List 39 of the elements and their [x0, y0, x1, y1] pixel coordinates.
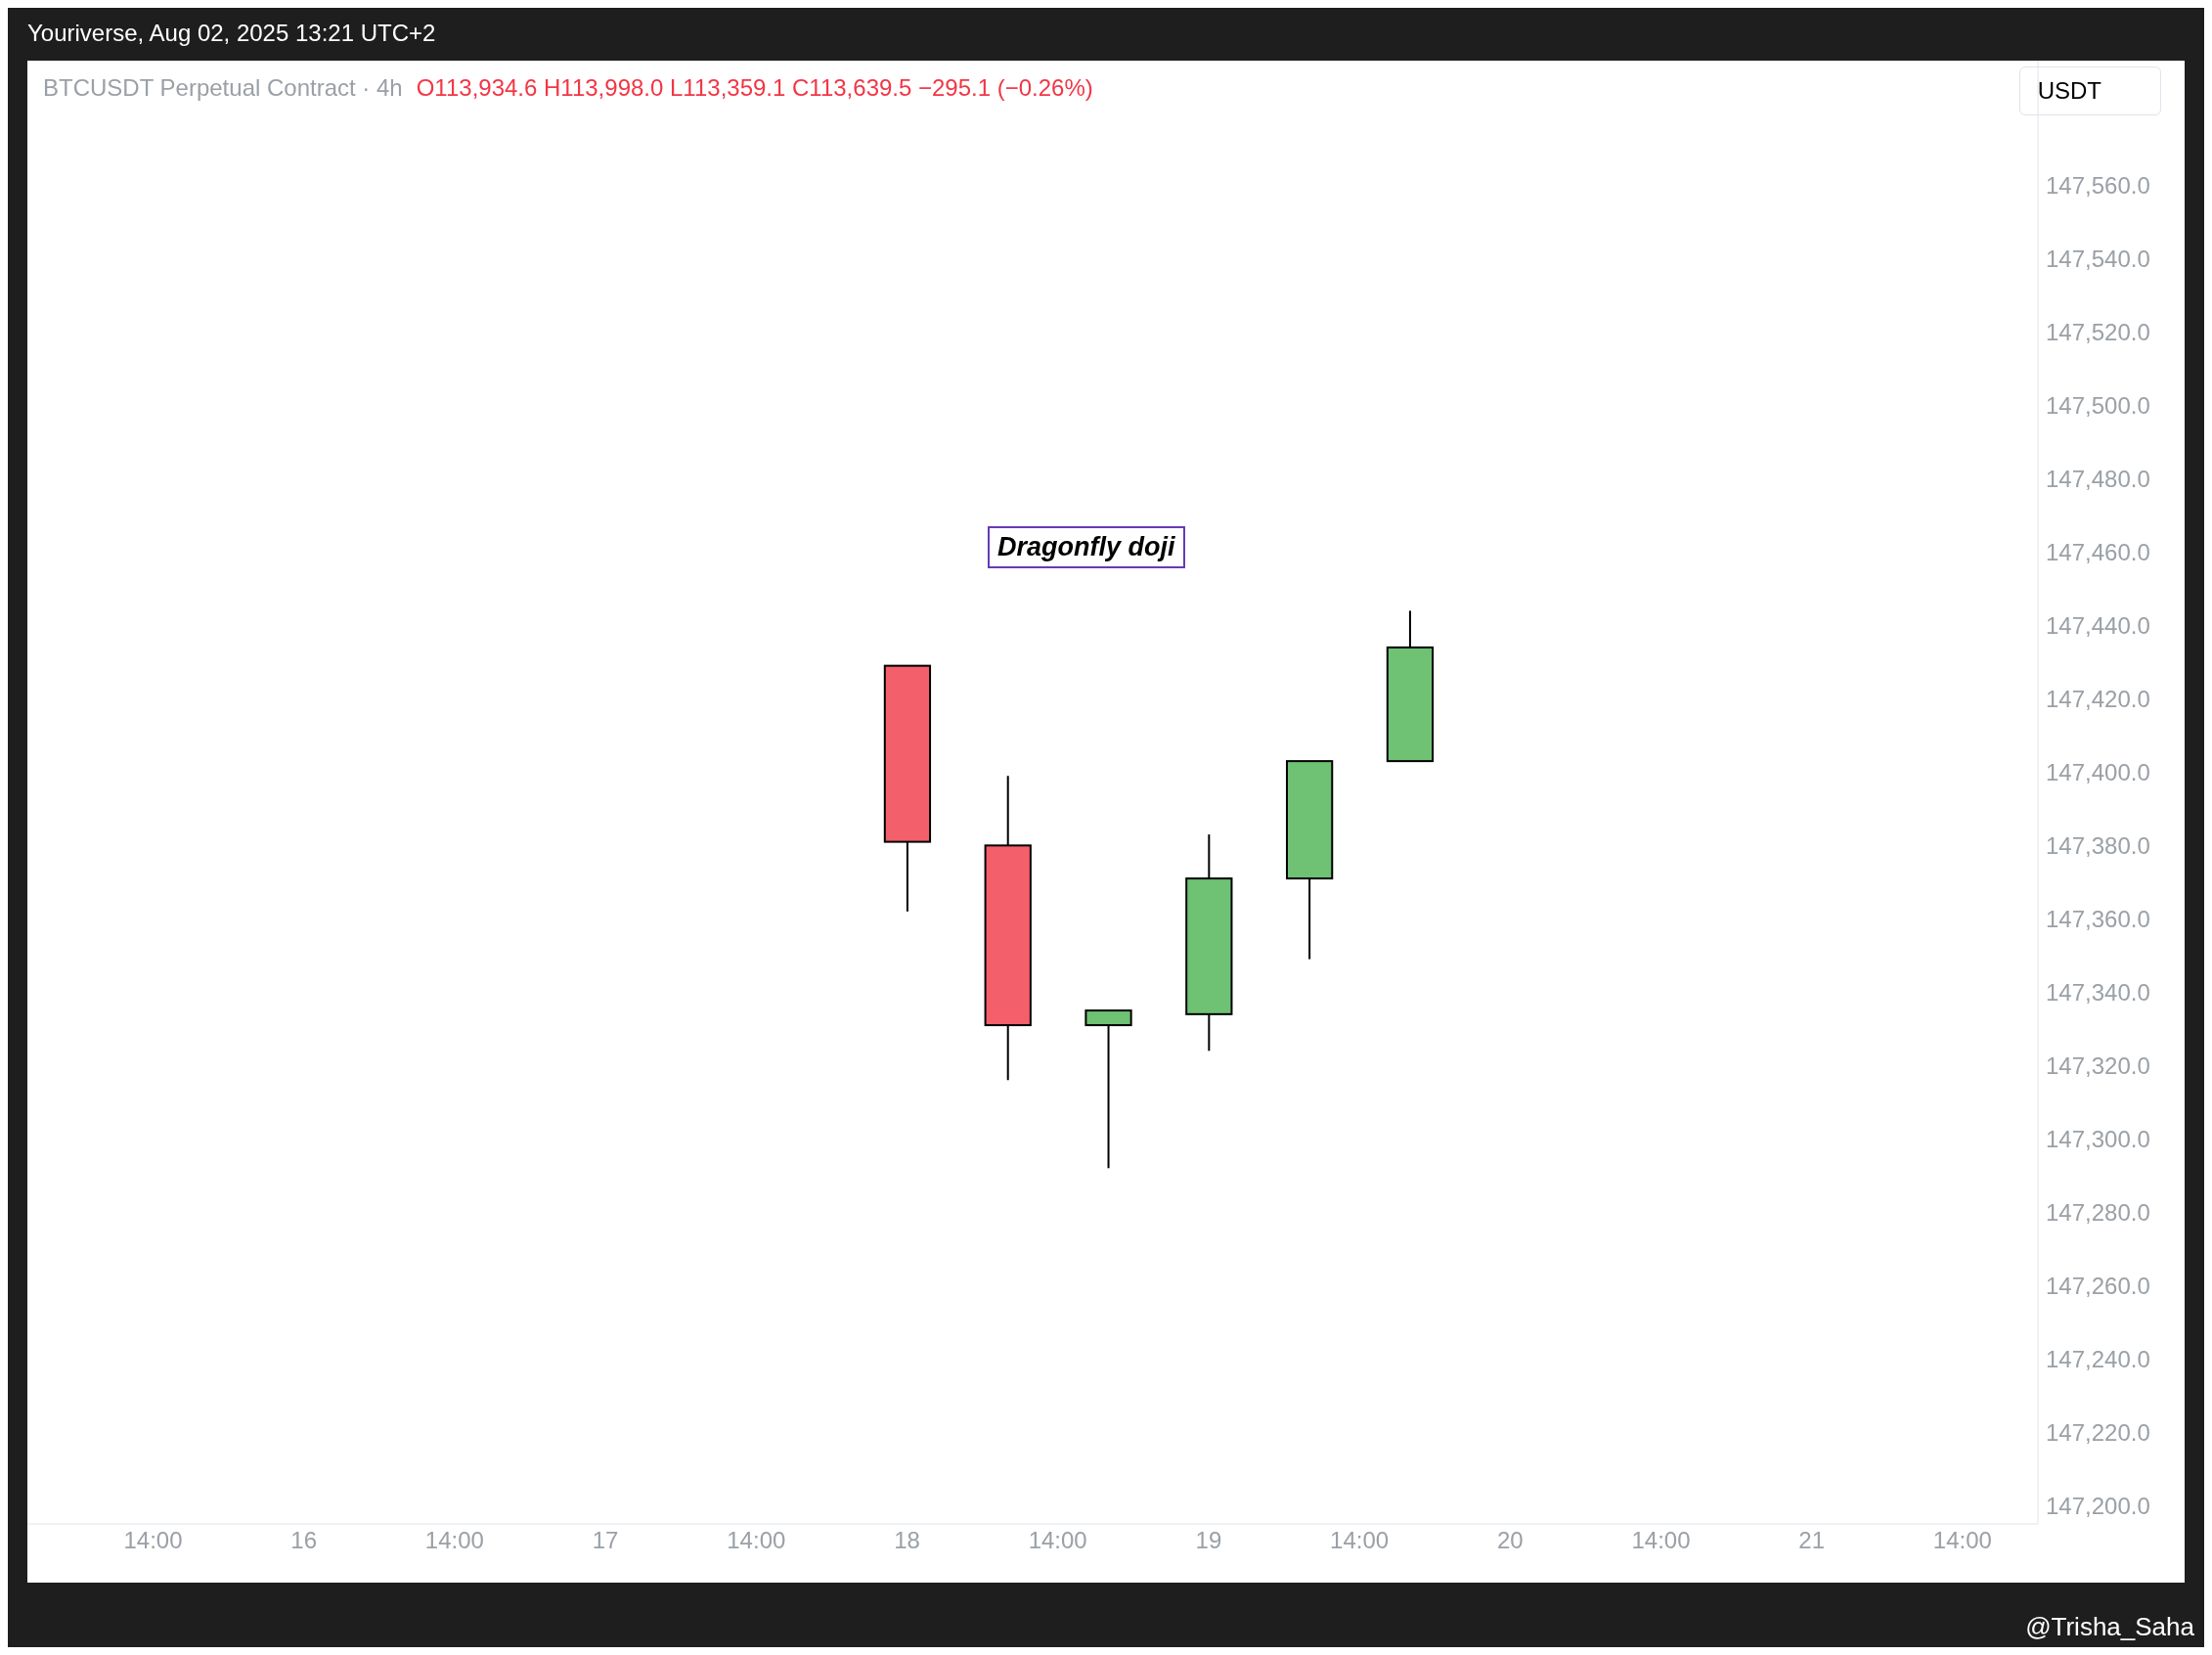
x-tick-label: 14:00 — [1330, 1527, 1390, 1554]
y-tick-label: 147,460.0 — [2046, 538, 2150, 565]
x-tick-label: 20 — [1496, 1527, 1524, 1554]
note-frame: Dragonfly doji — [988, 526, 1185, 568]
y-tick-label: 147,280.0 — [2046, 1198, 2150, 1226]
y-tick-label: 147,520.0 — [2046, 318, 2150, 345]
x-tick-label: 16 — [290, 1527, 318, 1554]
y-tick-label: 147,360.0 — [2046, 905, 2150, 932]
y-tick-label: 147,240.0 — [2046, 1345, 2150, 1372]
x-tick-label: 19 — [1195, 1527, 1222, 1554]
y-tick-label: 147,560.0 — [2046, 172, 2150, 199]
x-tick-label: 14:00 — [1631, 1527, 1691, 1554]
y-tick-label: 147,400.0 — [2046, 758, 2150, 785]
x-tick-label: 14:00 — [424, 1527, 484, 1554]
y-tick-label: 147,380.0 — [2046, 831, 2150, 859]
x-tick-label: 14:00 — [1028, 1527, 1087, 1554]
x-tick-label: 18 — [894, 1527, 920, 1554]
y-tick-label: 147,480.0 — [2046, 465, 2150, 492]
y-tick-label: 147,200.0 — [2046, 1492, 2150, 1519]
y-tick-label: 147,220.0 — [2046, 1418, 2150, 1446]
y-tick-label: 147,340.0 — [2046, 978, 2150, 1006]
y-tick-label: 147,420.0 — [2046, 685, 2150, 712]
y-tick-label: 147,500.0 — [2046, 391, 2150, 419]
annotation: USDT — [2018, 67, 2161, 115]
x-tick-label: 14:00 — [727, 1527, 786, 1554]
y-tick-label: 147,260.0 — [2046, 1272, 2150, 1299]
y-tick-label: 147,540.0 — [2046, 245, 2150, 272]
text: O113,934.6 H113,998.0 L113,359.1 C113,639.5 −295.1 (−0.26%) — [416, 74, 1093, 101]
text: Youriverse, Aug 02, 2025 13:21 UTC+2 — [27, 20, 436, 47]
y-tick-label: 147,320.0 — [2046, 1051, 2150, 1079]
text: @Trisha_Saha — [2025, 1612, 2194, 1642]
x-tick-label: 17 — [592, 1527, 619, 1554]
text: BTCUSDT Perpetual Contract · 4h — [43, 74, 403, 101]
y-tick-label: 147,300.0 — [2046, 1125, 2150, 1152]
x-tick-label: 14:00 — [1932, 1527, 1992, 1554]
candlestick — [1084, 1009, 1132, 1170]
x-tick-label: 21 — [1798, 1527, 1826, 1554]
y-tick-label: 147,440.0 — [2046, 611, 2150, 639]
x-tick-label: 14:00 — [123, 1527, 183, 1554]
